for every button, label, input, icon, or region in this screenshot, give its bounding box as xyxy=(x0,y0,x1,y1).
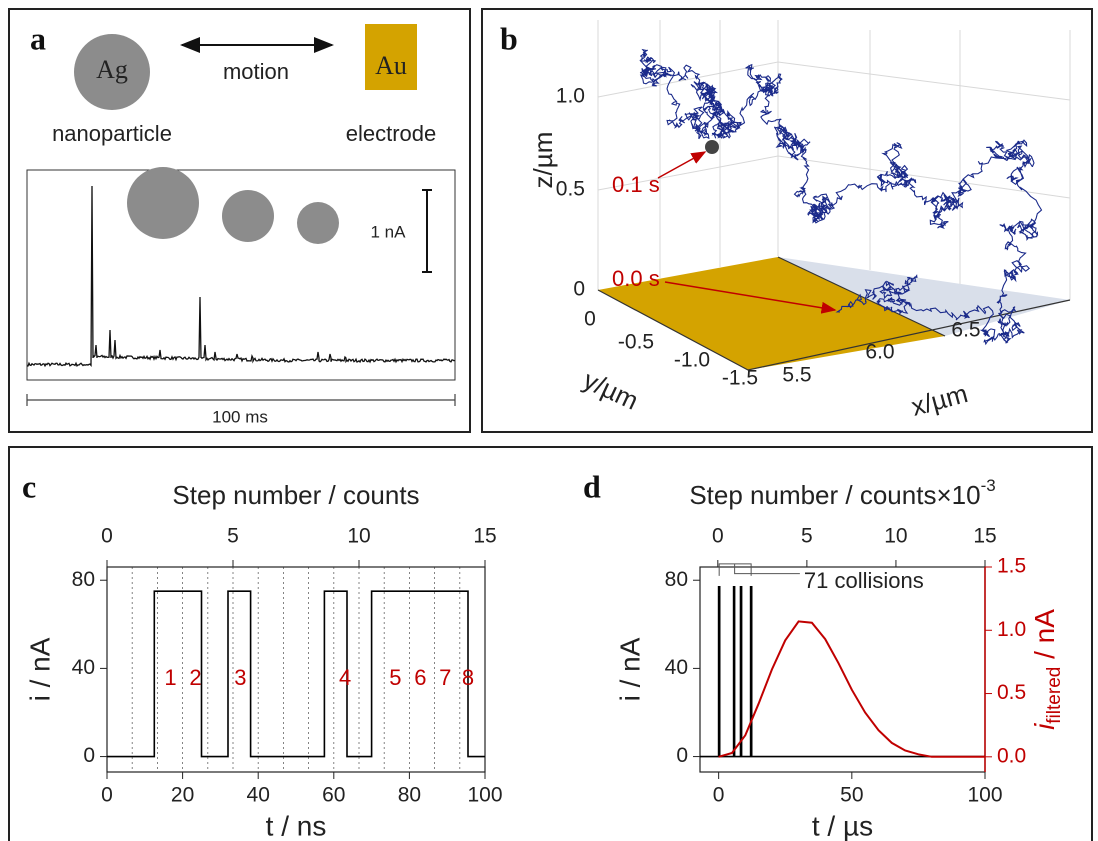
particle xyxy=(297,202,339,244)
particle xyxy=(127,167,199,239)
annotation: 1 xyxy=(164,665,176,690)
x-tick-label: 0 xyxy=(101,784,113,807)
annotation: 3 xyxy=(234,665,246,690)
annotation: 2 xyxy=(189,665,201,690)
panel-cd-frame xyxy=(8,446,1093,841)
x2-tick-label: 15 xyxy=(473,525,496,548)
time-label: 0.1 s xyxy=(612,172,660,197)
z-axis-label: z/µm xyxy=(528,132,558,189)
data-line xyxy=(718,620,985,758)
annotation: 7 xyxy=(439,665,451,690)
y-axis-label: y/µm xyxy=(579,364,643,415)
z-tick-label: 0.5 xyxy=(556,178,585,201)
annotation: 71 collisions xyxy=(804,568,924,593)
time-label: 0.0 s xyxy=(612,266,660,291)
x2-tick-label: 0 xyxy=(712,525,724,548)
data-line xyxy=(700,586,985,758)
time-label: 100 ms xyxy=(212,407,268,426)
y2-label-unit: / nA xyxy=(1029,609,1060,667)
y-tick-label: 0 xyxy=(584,308,596,331)
scale-label: 1 nA xyxy=(371,222,407,241)
y-tick-label: -1.0 xyxy=(674,349,710,372)
x2-tick-label: 5 xyxy=(801,525,813,548)
plot-frame xyxy=(106,566,486,773)
current-trace xyxy=(27,185,456,368)
ag-particle xyxy=(74,34,150,110)
data-line xyxy=(107,590,485,758)
panel-a-frame xyxy=(8,8,471,433)
y-axis-label: i / nA xyxy=(24,637,55,701)
x2-tick-label: 5 xyxy=(227,525,239,548)
annotation: 5 xyxy=(389,665,401,690)
y-tick-label: 80 xyxy=(72,568,95,591)
y-tick-label: 40 xyxy=(72,656,95,679)
x-tick-label: 6.5 xyxy=(951,319,980,342)
time-arrow xyxy=(664,281,837,314)
x-tick-label: 0 xyxy=(713,784,725,807)
x2-tick-label: 0 xyxy=(101,525,113,548)
z-tick-label: 0 xyxy=(573,278,585,301)
au-electrode xyxy=(365,24,417,90)
x-tick-label: 60 xyxy=(322,784,345,807)
x-tick-label: 100 xyxy=(467,784,502,807)
particle xyxy=(222,190,274,242)
z-tick-label: 1.0 xyxy=(556,85,585,108)
x-tick-label: 5.5 xyxy=(782,364,811,387)
y2-label-subscript: filtered xyxy=(1044,667,1065,724)
y-tick-label: 0 xyxy=(676,744,688,767)
floor-edges xyxy=(597,256,1071,371)
y2-tick-label: 1.5 xyxy=(997,555,1026,578)
x2-tick-label: 10 xyxy=(884,525,907,548)
y-tick-label: 40 xyxy=(665,656,688,679)
x-tick-label: 100 xyxy=(967,784,1002,807)
annotation: 8 xyxy=(462,665,474,690)
panel-letter: c xyxy=(22,468,36,504)
x-tick-label: 50 xyxy=(840,784,863,807)
y2-tick-label: 0.0 xyxy=(997,744,1026,767)
annotation: 4 xyxy=(339,665,351,690)
x2-tick-label: 10 xyxy=(347,525,370,548)
y2-axis-label: ifiltered / nA xyxy=(1029,609,1065,730)
y-axis-label: i / nA xyxy=(614,637,645,701)
x-tick-label: 80 xyxy=(398,784,421,807)
time-arrow xyxy=(657,151,707,179)
x-tick-label: 6.0 xyxy=(865,341,894,364)
panel-b-frame xyxy=(481,8,1093,433)
random-walk xyxy=(639,48,1043,346)
panel-letter: a xyxy=(30,20,46,56)
grid-3d xyxy=(597,20,1071,300)
caption: nanoparticle xyxy=(52,121,172,146)
y2-label-symbol: i xyxy=(1029,723,1060,730)
particle xyxy=(705,140,719,154)
annotation: 6 xyxy=(414,665,426,690)
time-bar xyxy=(26,394,456,406)
y2-tick-label: 0.5 xyxy=(997,681,1026,704)
x-axis-label: t / ns xyxy=(266,810,327,841)
x-axis-label: x/µm xyxy=(908,378,971,422)
x-tick-label: 20 xyxy=(171,784,194,807)
y-tick-label: 80 xyxy=(665,568,688,591)
y-tick-label: -0.5 xyxy=(618,331,654,354)
motion-label: motion xyxy=(223,59,289,84)
y2-tick-label: 1.0 xyxy=(997,618,1026,641)
caption: electrode xyxy=(346,121,437,146)
x2-axis-label: Step number / counts×10-3 xyxy=(689,476,995,509)
ag-label: Ag xyxy=(96,55,128,84)
x-tick-label: 40 xyxy=(247,784,270,807)
y-tick-label: -1.5 xyxy=(722,367,758,390)
panel-letter: d xyxy=(583,468,601,504)
superscript: -3 xyxy=(981,476,996,495)
panel-letter: b xyxy=(500,20,518,56)
x2-axis-label: Step number / counts xyxy=(172,480,419,510)
au-label: Au xyxy=(375,51,407,80)
scale-bar xyxy=(422,189,432,273)
x-axis-label: t / µs xyxy=(812,810,873,841)
trace-frame xyxy=(26,169,456,381)
x2-tick-label: 15 xyxy=(973,525,996,548)
annotation-leader xyxy=(718,563,800,576)
y-tick-label: 0 xyxy=(83,744,95,767)
